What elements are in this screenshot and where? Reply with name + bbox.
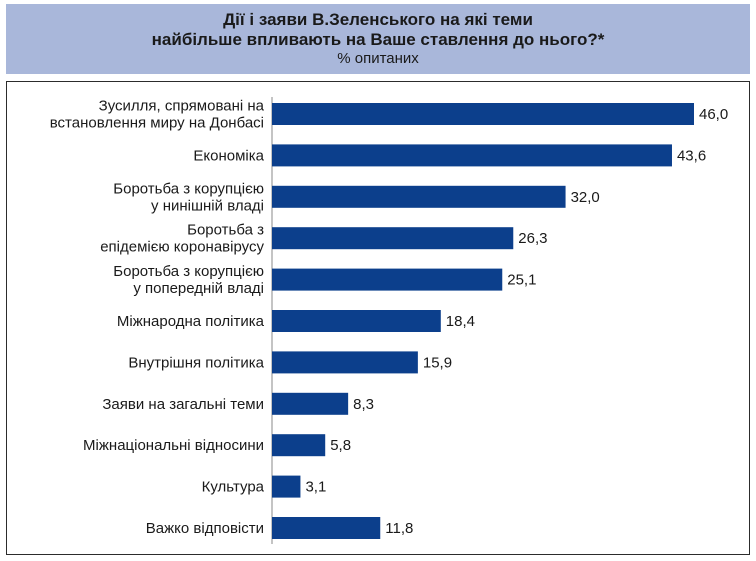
category-label: Заяви на загальні теми [102, 396, 264, 413]
value-label: 3,1 [305, 479, 326, 496]
category-label: Зусилля, спрямовані на [99, 98, 265, 115]
category-label: Внутрішня політика [128, 354, 264, 371]
value-label: 8,3 [353, 396, 374, 413]
bar [272, 103, 694, 125]
bar [272, 351, 418, 374]
value-label: 5,8 [330, 437, 351, 454]
category-label: Економіка [193, 147, 264, 164]
category-label: Боротьба з [187, 222, 264, 239]
value-label: 46,0 [699, 106, 728, 123]
category-label: Боротьба з корупцією [113, 263, 264, 280]
chart-subtitle: % опитаних [337, 50, 419, 67]
bar [272, 392, 349, 415]
chart-title-line-1: Дії і заяви В.Зеленського на які теми [223, 10, 533, 29]
category-label: Міжнародна політика [117, 313, 265, 330]
bar [272, 517, 381, 539]
bar [272, 227, 514, 250]
value-label: 15,9 [423, 354, 452, 371]
category-label: Міжнаціональні відносини [83, 437, 264, 454]
category-label: у попередній владі [133, 280, 264, 297]
category-label: епідемією коронавірусу [100, 239, 264, 256]
chart-title-line-2: найбільше впливають на Ваше ставлення до… [151, 30, 605, 49]
bar [272, 475, 301, 498]
chart-header: Дії і заяви В.Зеленського на які теми на… [6, 4, 750, 74]
bar [272, 185, 566, 208]
category-label: встановлення миру на Донбасі [50, 115, 264, 132]
bar [272, 434, 326, 457]
bar [272, 310, 441, 332]
category-label: Культура [202, 479, 265, 496]
category-label: Боротьба з корупцією [113, 180, 264, 197]
value-label: 43,6 [677, 147, 706, 164]
value-label: 32,0 [571, 189, 600, 206]
value-label: 26,3 [518, 230, 547, 247]
value-label: 25,1 [507, 272, 536, 289]
category-label: Важко відповісти [146, 520, 264, 537]
value-label: 18,4 [446, 313, 475, 330]
bar [272, 268, 503, 291]
category-label: у нинішній владі [151, 197, 264, 214]
value-label: 11,8 [385, 520, 413, 537]
bar [272, 144, 672, 167]
